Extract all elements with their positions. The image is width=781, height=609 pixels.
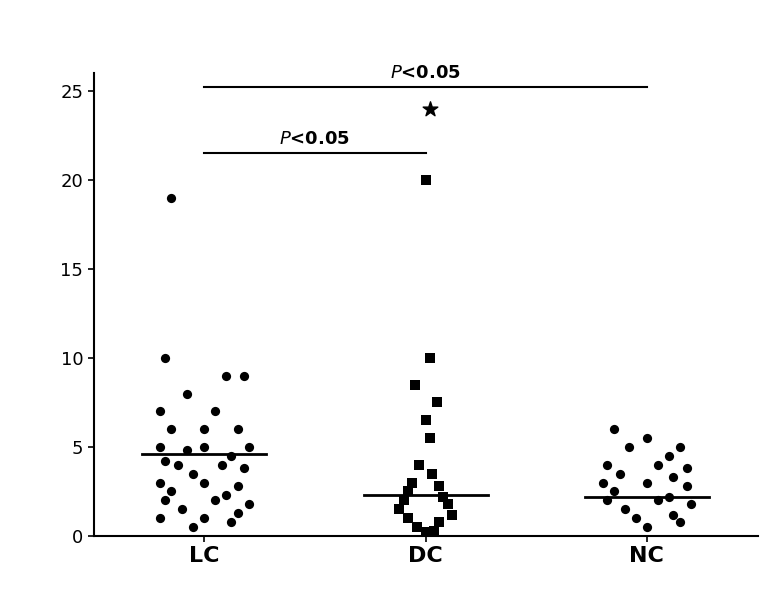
Point (446, 510, 458, 519)
Point (419, 175, 432, 185)
Point (242, 442, 255, 452)
Point (601, 496, 613, 505)
Point (651, 496, 664, 505)
Point (198, 477, 211, 487)
Point (159, 496, 171, 505)
Point (209, 496, 222, 505)
Point (220, 490, 233, 500)
Point (424, 433, 437, 443)
Point (198, 424, 211, 434)
Point (629, 513, 642, 523)
Point (165, 487, 177, 496)
Point (623, 442, 636, 452)
Point (640, 522, 653, 532)
Point (412, 460, 425, 470)
Point (187, 469, 199, 479)
Point (608, 424, 620, 434)
Point (430, 398, 443, 407)
Point (437, 492, 450, 502)
Point (419, 415, 432, 425)
Point (401, 513, 414, 523)
Point (238, 463, 251, 473)
Point (176, 504, 188, 514)
Point (216, 460, 228, 470)
Point (424, 104, 437, 113)
Point (231, 508, 244, 518)
Point (619, 504, 631, 514)
Point (601, 460, 613, 470)
Point (393, 504, 405, 514)
Point (154, 406, 166, 416)
Point (238, 371, 251, 381)
Point (159, 353, 171, 363)
Point (231, 481, 244, 491)
Point (154, 513, 166, 523)
Point (180, 446, 193, 456)
Point (180, 389, 193, 398)
Point (165, 193, 177, 203)
Point (608, 487, 620, 496)
Point (663, 451, 676, 460)
Point (225, 451, 237, 460)
Point (614, 469, 626, 479)
Point (597, 477, 609, 487)
Point (165, 424, 177, 434)
Point (680, 463, 693, 473)
Point (441, 499, 454, 509)
Point (419, 527, 432, 537)
Text: $\it{P}$<0.05: $\it{P}$<0.05 (390, 64, 462, 82)
Point (667, 510, 679, 519)
Point (433, 481, 445, 491)
Point (411, 522, 423, 532)
Point (674, 442, 686, 452)
Point (651, 460, 664, 470)
Point (406, 477, 419, 487)
Point (685, 499, 697, 509)
Point (680, 481, 693, 491)
Point (198, 513, 211, 523)
Text: $\it{P}$<0.05: $\it{P}$<0.05 (280, 130, 351, 148)
Point (401, 487, 414, 496)
Point (242, 499, 255, 509)
Point (663, 492, 676, 502)
Point (231, 424, 244, 434)
Point (154, 477, 166, 487)
Point (674, 517, 686, 527)
Point (408, 380, 421, 390)
Point (398, 496, 410, 505)
Point (154, 442, 166, 452)
Point (428, 526, 440, 535)
Point (640, 477, 653, 487)
Point (172, 460, 184, 470)
Point (187, 522, 199, 532)
Point (209, 406, 222, 416)
Point (225, 517, 237, 527)
Point (159, 456, 171, 466)
Point (640, 433, 653, 443)
Point (426, 469, 438, 479)
Point (424, 353, 437, 363)
Point (220, 371, 233, 381)
Point (433, 517, 445, 527)
Point (667, 473, 679, 482)
Point (198, 442, 211, 452)
